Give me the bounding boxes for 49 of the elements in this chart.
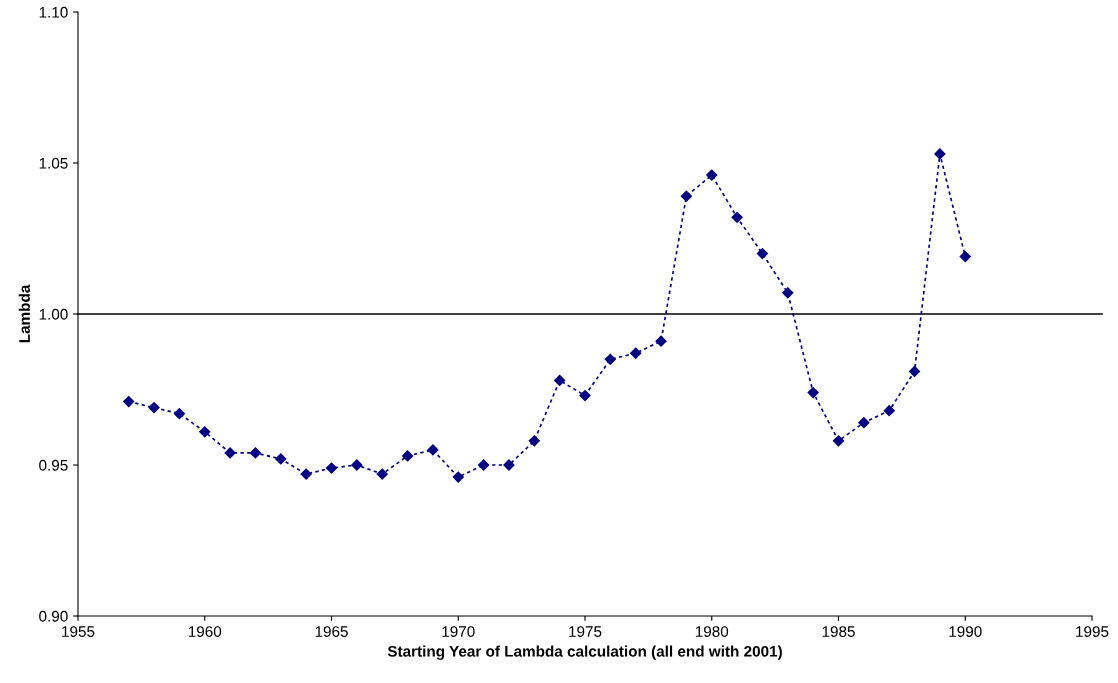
point bbox=[579, 389, 591, 402]
point bbox=[275, 453, 287, 465]
point bbox=[858, 417, 870, 429]
point bbox=[123, 395, 135, 408]
x-tick-label: 1970 bbox=[442, 626, 475, 637]
point bbox=[630, 347, 642, 359]
x-tick-label: 1955 bbox=[62, 626, 95, 637]
point bbox=[655, 335, 667, 347]
point bbox=[477, 459, 490, 471]
x-tick-label: 1995 bbox=[1076, 626, 1109, 637]
y-axis-title: Lambda bbox=[18, 284, 30, 343]
x-tick-label: 1985 bbox=[822, 626, 855, 637]
point bbox=[249, 447, 262, 459]
point bbox=[554, 374, 566, 387]
y-tick-label: 1.05 bbox=[39, 157, 68, 169]
point bbox=[224, 447, 236, 459]
point bbox=[934, 148, 946, 160]
point bbox=[604, 353, 616, 365]
point bbox=[883, 405, 895, 417]
point bbox=[832, 435, 845, 447]
x-tick-label: 1975 bbox=[569, 626, 602, 637]
x-tick-label: 1990 bbox=[949, 626, 982, 637]
point bbox=[807, 386, 819, 399]
y-tick-label: 1.10 bbox=[39, 6, 68, 18]
x-tick-label: 1965 bbox=[315, 626, 348, 637]
point bbox=[680, 190, 693, 202]
point bbox=[199, 426, 211, 438]
point bbox=[401, 450, 414, 462]
y-tick-label: 0.90 bbox=[39, 610, 68, 622]
point bbox=[173, 408, 186, 420]
point bbox=[376, 468, 388, 480]
point bbox=[325, 462, 338, 474]
point bbox=[300, 468, 312, 480]
point bbox=[452, 471, 464, 483]
point bbox=[782, 287, 794, 299]
y-tick-label: 1.00 bbox=[39, 308, 68, 320]
point bbox=[706, 169, 718, 181]
point bbox=[959, 251, 971, 263]
x-tick-label: 1980 bbox=[695, 626, 729, 637]
point bbox=[351, 459, 363, 471]
point bbox=[908, 365, 921, 377]
point bbox=[756, 247, 769, 260]
y-tick-label: 0.95 bbox=[39, 459, 68, 471]
point bbox=[427, 444, 439, 456]
point bbox=[731, 211, 743, 223]
x-tick-label: 1960 bbox=[188, 626, 222, 637]
point bbox=[148, 402, 160, 414]
point bbox=[528, 435, 540, 447]
x-axis-title: Starting Year of Lambda calculation (all end with 2001) bbox=[387, 645, 782, 660]
